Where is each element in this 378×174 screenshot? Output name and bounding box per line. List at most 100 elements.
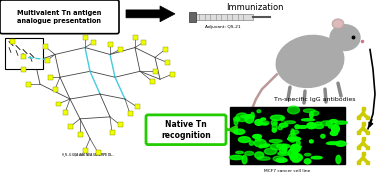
Ellipse shape	[253, 135, 262, 138]
Ellipse shape	[272, 128, 276, 132]
Ellipse shape	[260, 145, 268, 147]
Ellipse shape	[321, 121, 333, 126]
Ellipse shape	[310, 112, 313, 118]
Bar	[127, 111, 133, 116]
Ellipse shape	[270, 140, 282, 143]
FancyBboxPatch shape	[146, 115, 226, 145]
Ellipse shape	[254, 139, 266, 147]
Ellipse shape	[330, 131, 338, 136]
Bar	[68, 124, 73, 129]
Ellipse shape	[236, 151, 243, 154]
Ellipse shape	[270, 115, 284, 120]
Ellipse shape	[310, 140, 313, 143]
Bar	[110, 130, 115, 135]
Ellipse shape	[279, 123, 288, 127]
Text: MCF7 cancer cell line: MCF7 cancer cell line	[264, 169, 311, 173]
Ellipse shape	[277, 144, 290, 148]
Ellipse shape	[295, 125, 299, 129]
Bar	[107, 42, 113, 47]
Ellipse shape	[264, 148, 277, 155]
Text: Native Tn
recognition: Native Tn recognition	[161, 120, 211, 140]
Ellipse shape	[305, 153, 311, 156]
Bar	[77, 132, 82, 137]
Bar	[118, 122, 122, 127]
Bar	[361, 152, 364, 155]
Bar	[163, 47, 167, 52]
Ellipse shape	[278, 152, 290, 155]
Ellipse shape	[304, 109, 315, 113]
Bar	[189, 12, 196, 22]
Ellipse shape	[302, 119, 314, 121]
Text: Multivalent Tn antigen
analogue presentation: Multivalent Tn antigen analogue presenta…	[17, 10, 101, 24]
Ellipse shape	[245, 115, 254, 123]
Ellipse shape	[261, 118, 265, 120]
Polygon shape	[126, 6, 175, 22]
Ellipse shape	[255, 120, 263, 125]
Bar	[20, 67, 25, 72]
Ellipse shape	[326, 142, 340, 144]
Bar	[20, 54, 25, 59]
Bar	[357, 131, 360, 134]
Ellipse shape	[273, 156, 285, 161]
Ellipse shape	[332, 19, 344, 29]
Ellipse shape	[336, 141, 346, 146]
Ellipse shape	[271, 120, 277, 125]
Ellipse shape	[328, 126, 333, 128]
Ellipse shape	[291, 152, 297, 159]
Ellipse shape	[288, 106, 299, 114]
Ellipse shape	[242, 155, 247, 164]
Bar	[357, 146, 360, 149]
Ellipse shape	[234, 119, 238, 125]
Ellipse shape	[251, 112, 254, 119]
Bar	[195, 14, 253, 20]
Ellipse shape	[291, 129, 294, 137]
Ellipse shape	[259, 145, 263, 148]
Bar	[361, 108, 364, 110]
Text: Immunization: Immunization	[226, 3, 284, 12]
Bar	[42, 44, 48, 49]
Ellipse shape	[288, 149, 298, 157]
Ellipse shape	[330, 120, 337, 122]
Ellipse shape	[234, 129, 245, 134]
Ellipse shape	[245, 151, 254, 155]
Bar	[366, 161, 369, 164]
Ellipse shape	[236, 113, 248, 122]
Ellipse shape	[257, 110, 261, 113]
Bar	[361, 137, 364, 140]
Bar	[56, 101, 60, 106]
Ellipse shape	[288, 137, 301, 141]
Bar	[366, 116, 369, 119]
Ellipse shape	[276, 158, 287, 162]
Ellipse shape	[311, 111, 319, 116]
Bar	[150, 79, 155, 84]
Bar	[169, 72, 175, 77]
Ellipse shape	[264, 144, 270, 146]
Bar	[141, 40, 146, 45]
Ellipse shape	[307, 122, 316, 129]
Ellipse shape	[298, 126, 307, 128]
Ellipse shape	[291, 130, 299, 134]
Ellipse shape	[229, 155, 243, 160]
Bar	[366, 146, 369, 149]
Bar	[25, 82, 31, 87]
Text: $_{\rm H_2N}$-GGQAAAKNEAG$\bf{SS}$RPEDL-: $_{\rm H_2N}$-GGQAAAKNEAG$\bf{SS}$RPEDL-	[61, 152, 115, 160]
Bar	[152, 69, 158, 74]
Ellipse shape	[280, 117, 284, 121]
Ellipse shape	[257, 157, 270, 160]
Ellipse shape	[326, 121, 332, 126]
Ellipse shape	[330, 25, 360, 50]
Bar	[357, 161, 360, 164]
FancyBboxPatch shape	[0, 0, 119, 34]
Ellipse shape	[280, 147, 287, 154]
Ellipse shape	[285, 121, 295, 124]
Bar	[135, 104, 139, 109]
Text: Tn-specific IgG antibodies: Tn-specific IgG antibodies	[274, 97, 356, 101]
Bar	[133, 35, 138, 40]
Bar	[366, 131, 369, 134]
Ellipse shape	[328, 141, 339, 144]
Bar	[82, 35, 87, 40]
Ellipse shape	[234, 117, 240, 121]
Bar	[361, 122, 364, 125]
Text: Adjuvant: QS-21: Adjuvant: QS-21	[205, 25, 241, 29]
Ellipse shape	[290, 153, 302, 161]
